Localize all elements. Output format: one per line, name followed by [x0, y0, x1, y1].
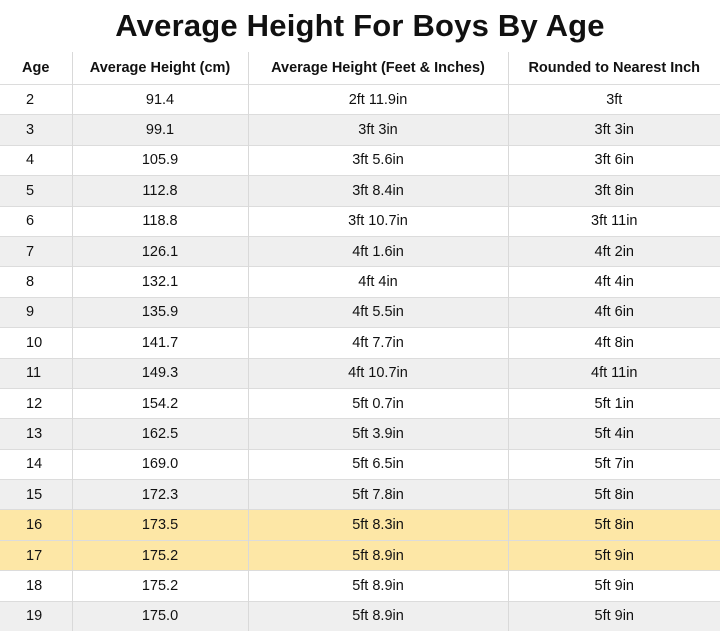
height-cm-cell: 175.0 [72, 601, 248, 631]
height-feet-inches-cell: 5ft 8.9in [248, 601, 508, 631]
height-cm-cell: 132.1 [72, 267, 248, 297]
height-rounded-cell: 4ft 6in [508, 297, 720, 327]
height-rounded-cell: 5ft 7in [508, 449, 720, 479]
height-feet-inches-cell: 5ft 8.9in [248, 540, 508, 570]
age-cell: 10 [0, 328, 72, 358]
height-cm-cell: 175.2 [72, 540, 248, 570]
height-feet-inches-cell: 4ft 1.6in [248, 236, 508, 266]
height-feet-inches-cell: 5ft 7.8in [248, 480, 508, 510]
column-header-cm: Average Height (cm) [72, 52, 248, 85]
height-rounded-cell: 5ft 8in [508, 480, 720, 510]
age-cell: 14 [0, 449, 72, 479]
age-cell: 17 [0, 540, 72, 570]
height-feet-inches-cell: 4ft 4in [248, 267, 508, 297]
height-rounded-cell: 4ft 11in [508, 358, 720, 388]
height-cm-cell: 173.5 [72, 510, 248, 540]
age-cell: 6 [0, 206, 72, 236]
height-feet-inches-cell: 5ft 3.9in [248, 419, 508, 449]
height-feet-inches-cell: 5ft 0.7in [248, 388, 508, 418]
height-feet-inches-cell: 3ft 8.4in [248, 176, 508, 206]
height-cm-cell: 99.1 [72, 115, 248, 145]
height-rounded-cell: 3ft 8in [508, 176, 720, 206]
age-cell: 9 [0, 297, 72, 327]
height-rounded-cell: 5ft 4in [508, 419, 720, 449]
height-cm-cell: 135.9 [72, 297, 248, 327]
height-rounded-cell: 5ft 9in [508, 571, 720, 601]
age-cell: 4 [0, 145, 72, 175]
table-header: Age Average Height (cm) Average Height (… [0, 52, 720, 85]
height-cm-cell: 169.0 [72, 449, 248, 479]
height-feet-inches-cell: 5ft 6.5in [248, 449, 508, 479]
height-feet-inches-cell: 5ft 8.3in [248, 510, 508, 540]
height-rounded-cell: 3ft 11in [508, 206, 720, 236]
height-feet-inches-cell: 4ft 5.5in [248, 297, 508, 327]
age-cell: 16 [0, 510, 72, 540]
column-header-age: Age [0, 52, 72, 85]
age-cell: 15 [0, 480, 72, 510]
height-rounded-cell: 5ft 9in [508, 540, 720, 570]
height-feet-inches-cell: 3ft 5.6in [248, 145, 508, 175]
height-cm-cell: 91.4 [72, 85, 248, 115]
height-rounded-cell: 5ft 9in [508, 601, 720, 631]
age-cell: 12 [0, 388, 72, 418]
height-cm-cell: 149.3 [72, 358, 248, 388]
height-feet-inches-cell: 3ft 10.7in [248, 206, 508, 236]
age-cell: 7 [0, 236, 72, 266]
age-cell: 19 [0, 601, 72, 631]
age-cell: 3 [0, 115, 72, 145]
age-cell: 11 [0, 358, 72, 388]
page-title: Average Height For Boys By Age [0, 0, 720, 52]
height-cm-cell: 162.5 [72, 419, 248, 449]
height-rounded-cell: 4ft 8in [508, 328, 720, 358]
height-feet-inches-cell: 4ft 7.7in [248, 328, 508, 358]
height-cm-cell: 126.1 [72, 236, 248, 266]
age-cell: 18 [0, 571, 72, 601]
height-cm-cell: 105.9 [72, 145, 248, 175]
height-rounded-cell: 3ft 6in [508, 145, 720, 175]
height-rounded-cell: 4ft 4in [508, 267, 720, 297]
age-cell: 5 [0, 176, 72, 206]
height-rounded-cell: 5ft 1in [508, 388, 720, 418]
height-cm-cell: 175.2 [72, 571, 248, 601]
age-cell: 13 [0, 419, 72, 449]
height-feet-inches-cell: 4ft 10.7in [248, 358, 508, 388]
height-cm-cell: 118.8 [72, 206, 248, 236]
height-cm-cell: 141.7 [72, 328, 248, 358]
column-header-feet-inches: Average Height (Feet & Inches) [248, 52, 508, 85]
age-cell: 8 [0, 267, 72, 297]
height-cm-cell: 154.2 [72, 388, 248, 418]
height-rounded-cell: 3ft [508, 85, 720, 115]
height-rounded-cell: 3ft 3in [508, 115, 720, 145]
height-cm-cell: 112.8 [72, 176, 248, 206]
age-cell: 2 [0, 85, 72, 115]
height-rounded-cell: 5ft 8in [508, 510, 720, 540]
height-rounded-cell: 4ft 2in [508, 236, 720, 266]
height-feet-inches-cell: 5ft 8.9in [248, 571, 508, 601]
height-feet-inches-cell: 2ft 11.9in [248, 85, 508, 115]
height-feet-inches-cell: 3ft 3in [248, 115, 508, 145]
height-table: Age Average Height (cm) Average Height (… [0, 52, 720, 631]
height-cm-cell: 172.3 [72, 480, 248, 510]
header-row: Age Average Height (cm) Average Height (… [0, 52, 720, 85]
column-header-rounded: Rounded to Nearest Inch [508, 52, 720, 85]
